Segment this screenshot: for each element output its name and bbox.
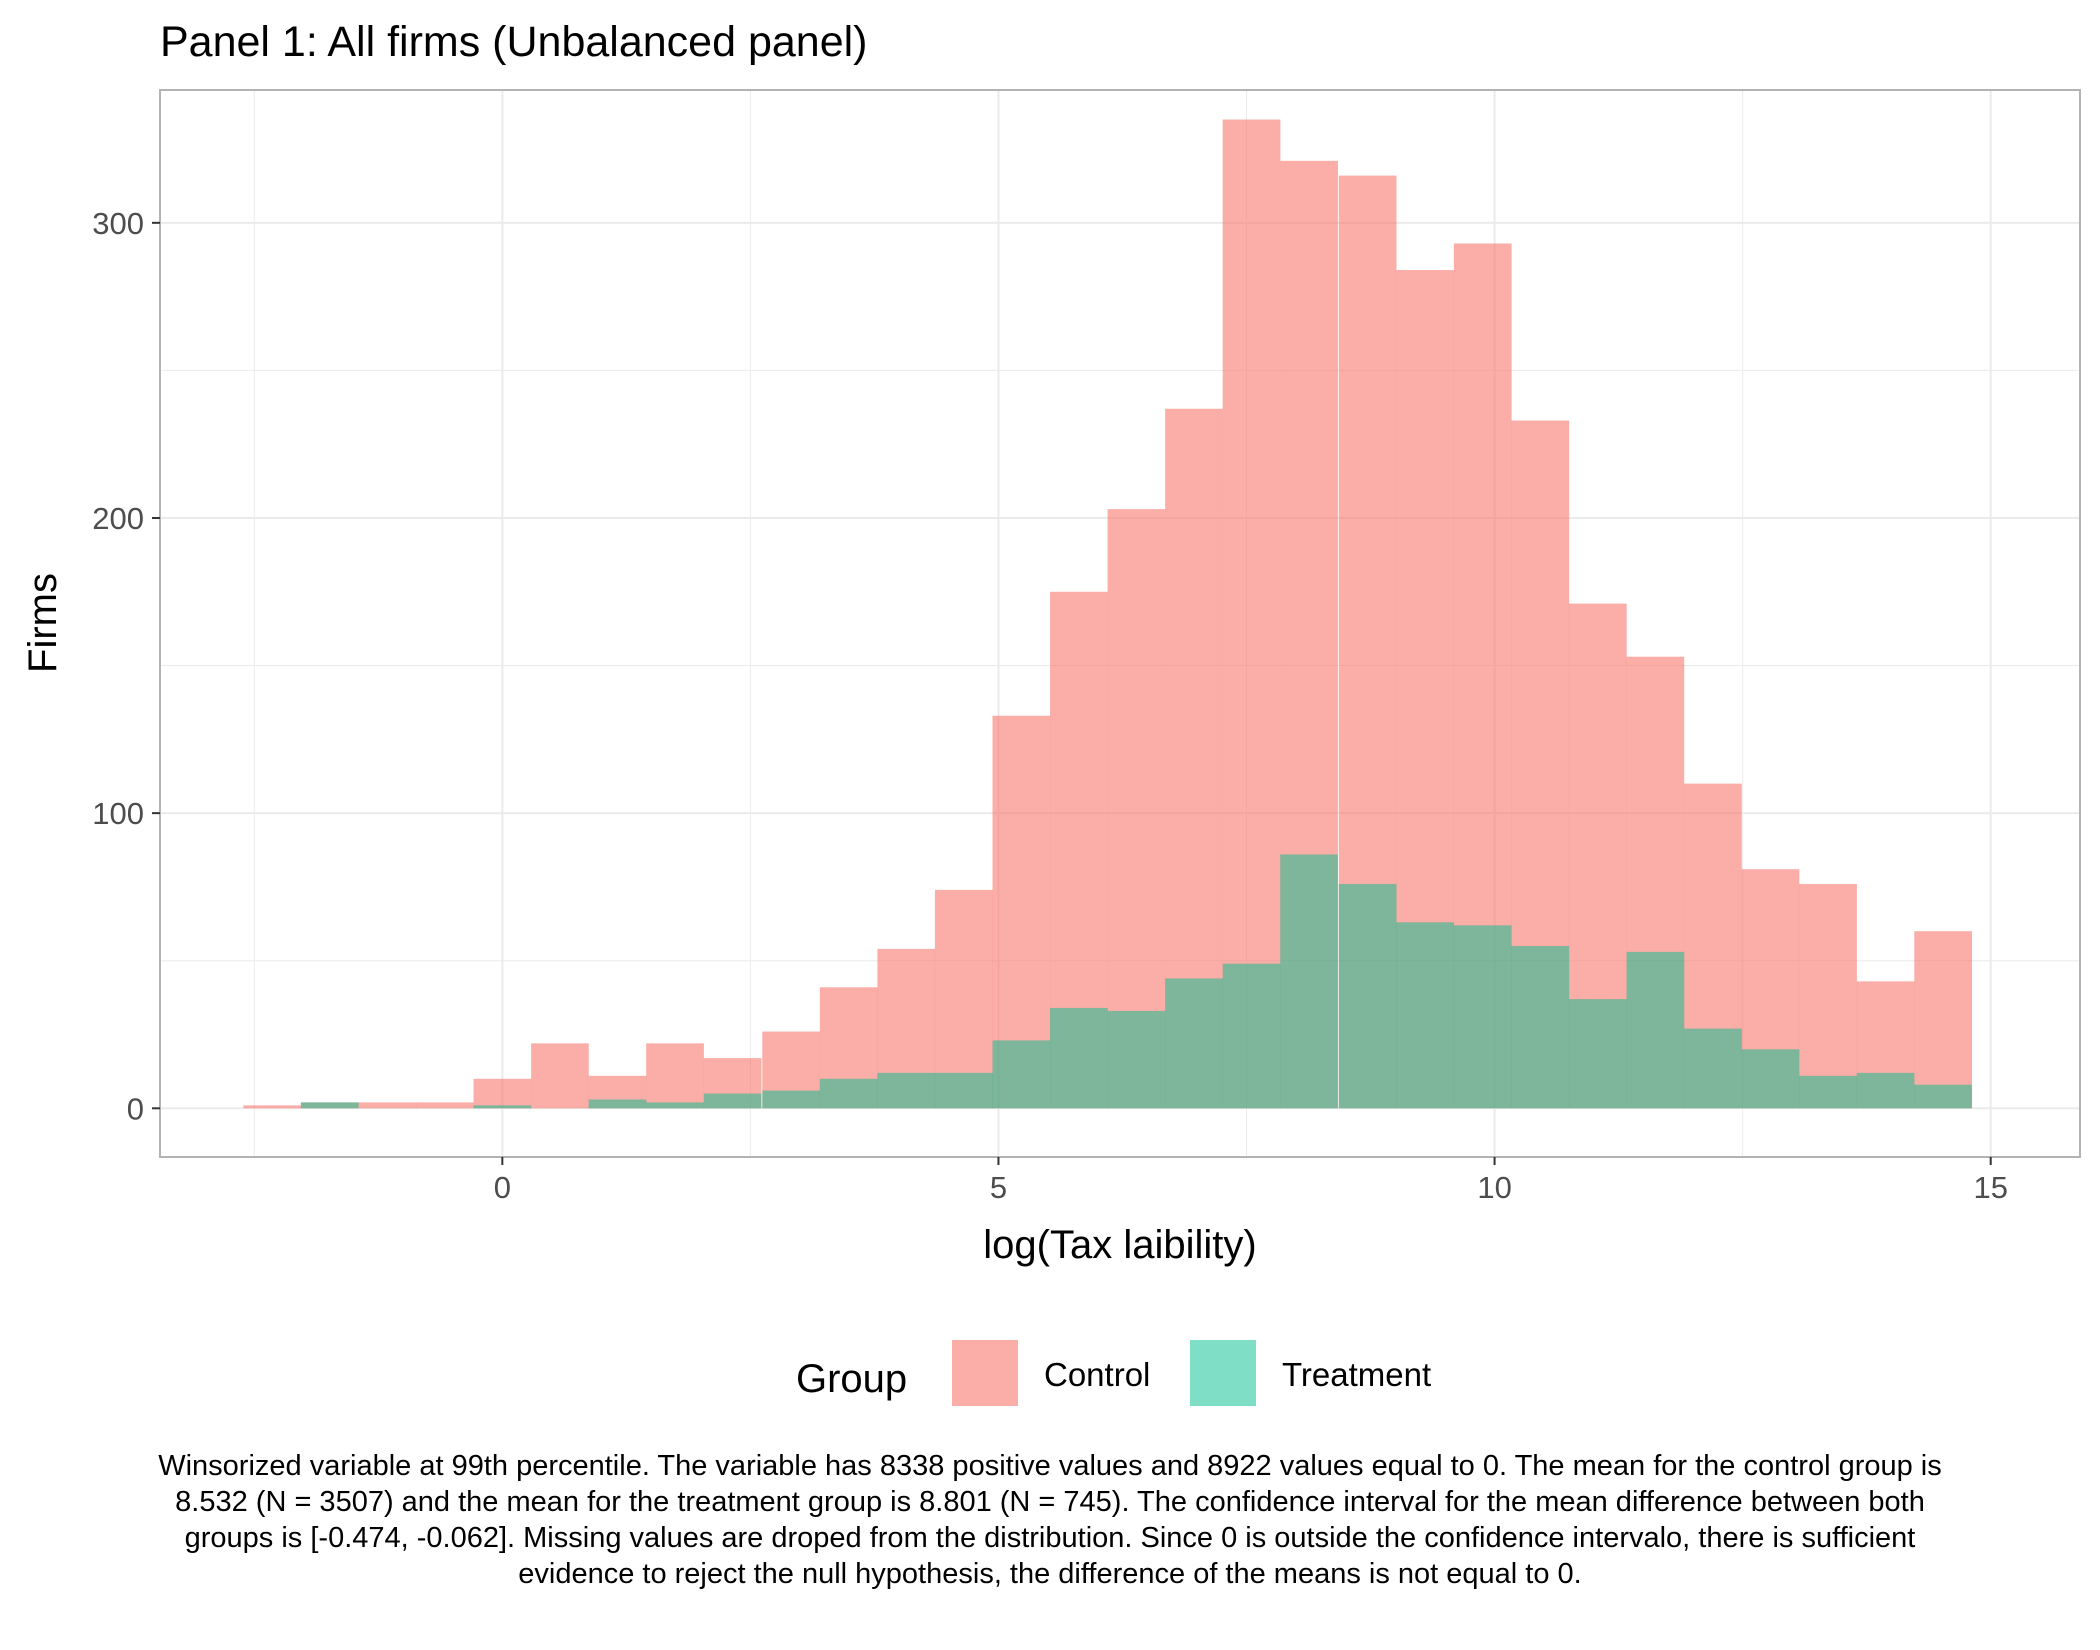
treatment-bar [588, 1099, 647, 1109]
treatment-bar [473, 1105, 532, 1109]
treatment-bar [1222, 963, 1281, 1109]
treatment-bars [300, 854, 1972, 1109]
treatment-bar [877, 1072, 936, 1109]
treatment-bar [1684, 1028, 1742, 1109]
x-axis-label: log(Tax laibility) [983, 1223, 1256, 1267]
treatment-bar [646, 1102, 704, 1109]
treatment-bar [934, 1072, 993, 1109]
treatment-bar [1741, 1049, 1800, 1109]
treatment-bar [703, 1093, 762, 1109]
treatment-bar [300, 1102, 359, 1109]
legend-swatch-treatment [1190, 1340, 1256, 1406]
legend-label-control: Control [1044, 1356, 1150, 1393]
treatment-bar [1396, 922, 1455, 1109]
treatment-bar [1453, 925, 1512, 1109]
treatment-bar [1165, 978, 1223, 1109]
treatment-bar [1280, 854, 1338, 1109]
y-tick-label: 200 [92, 501, 144, 536]
treatment-bar [1856, 1072, 1915, 1109]
y-axis-label: Firms [21, 573, 65, 673]
treatment-bar [1568, 999, 1627, 1109]
y-tick-label: 300 [92, 206, 144, 241]
treatment-bar [819, 1078, 878, 1109]
control-bar [1799, 883, 1857, 1109]
treatment-bar [1511, 945, 1570, 1109]
legend: Group Control Treatment [796, 1340, 1431, 1406]
treatment-bar [1107, 1010, 1166, 1109]
legend-title: Group [796, 1357, 907, 1401]
treatment-bar [992, 1040, 1051, 1109]
control-bar [243, 1105, 302, 1109]
x-tick-label: 5 [990, 1170, 1007, 1205]
control-bar [934, 889, 993, 1109]
y-tick-label: 100 [92, 796, 144, 831]
treatment-bar [1050, 1007, 1108, 1109]
legend-label-treatment: Treatment [1282, 1356, 1431, 1393]
treatment-bar [1799, 1075, 1857, 1109]
y-tick-label: 0 [127, 1091, 144, 1126]
histogram-chart: Panel 1: All firms (Unbalanced panel) 0 5… [21, 18, 2081, 1406]
treatment-bar [762, 1090, 820, 1109]
axis-ticks: 0 5 10 15 0 100 200 300 [92, 206, 2008, 1205]
control-bar [1914, 931, 1972, 1109]
control-bar [358, 1102, 417, 1109]
control-bar [1222, 119, 1281, 1109]
legend-swatch-control [952, 1340, 1018, 1406]
control-bar [473, 1078, 532, 1109]
treatment-bar [1914, 1084, 1972, 1109]
control-bar [1107, 509, 1166, 1109]
control-bar [416, 1102, 474, 1109]
chart-title: Panel 1: All firms (Unbalanced panel) [160, 18, 867, 66]
treatment-bar [1626, 951, 1685, 1109]
control-bar [531, 1043, 589, 1109]
x-tick-label: 0 [494, 1170, 511, 1205]
treatment-bar [1338, 883, 1397, 1109]
x-tick-label: 10 [1477, 1170, 1511, 1205]
x-tick-label: 15 [1973, 1170, 2007, 1205]
panel-border [159, 89, 2081, 1158]
chart-caption: Winsorized variable at 99th percentile. … [158, 1450, 1942, 1590]
control-bar [646, 1043, 704, 1109]
